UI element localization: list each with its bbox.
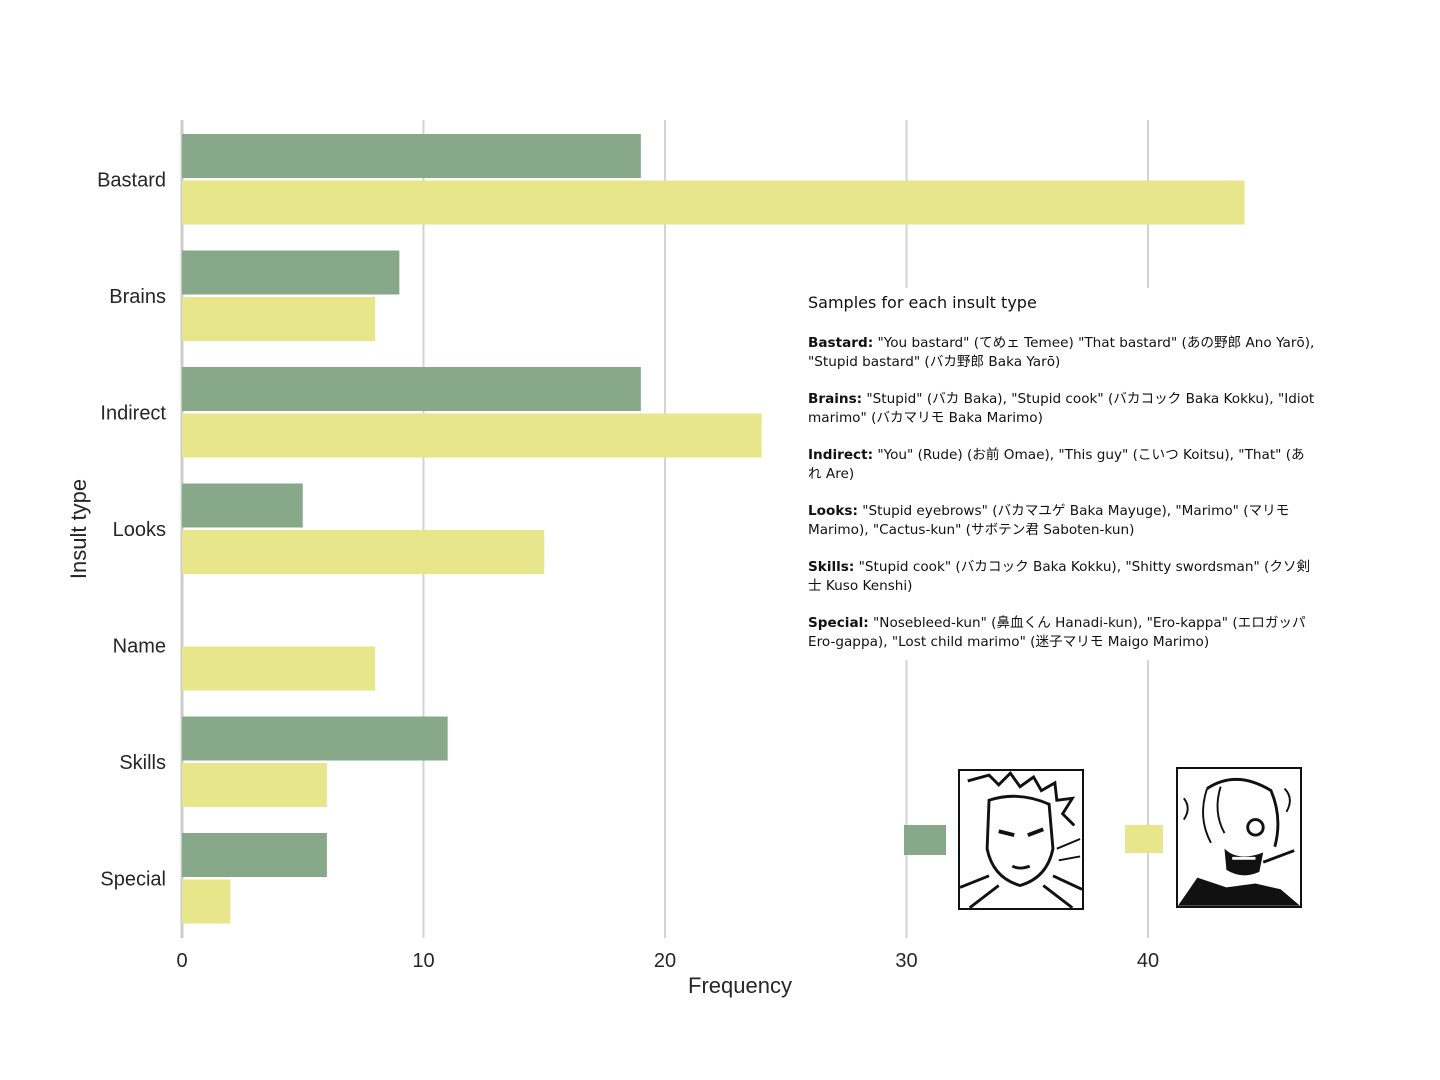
y-tick-labels: Bastard Brains Indirect Looks Name Skills Spec… — [97, 169, 166, 890]
bar-looks-sanji — [182, 530, 545, 574]
legend — [904, 825, 1163, 855]
bar-special-sanji — [182, 879, 231, 924]
bar-skills-sanji — [182, 763, 327, 807]
sample-key: Brains: — [808, 391, 863, 407]
y-tick-bastard: Bastard — [97, 169, 166, 191]
x-tick-labels: 0 10 20 30 40 — [176, 950, 1159, 972]
samples-annotation: Samples for each insult type Bastard: "Y… — [790, 288, 1326, 660]
y-tick-name: Name — [113, 635, 166, 657]
sample-text: "Nosebleed-kun" (鼻血くん Hanadi-kun), "Ero-… — [808, 615, 1306, 650]
bar-special-zoro — [182, 833, 327, 877]
sample-text: "Stupid" (バカ Baka), "Stupid cook" (バカコック… — [808, 391, 1315, 426]
sample-key: Skills: — [808, 559, 855, 575]
sample-text: "You bastard" (てめェ Temee) "That bastard"… — [808, 335, 1315, 370]
x-tick-20: 20 — [654, 950, 676, 972]
x-tick-10: 10 — [412, 950, 434, 972]
x-axis-label: Frequency — [688, 973, 792, 998]
bar-brains-sanji — [182, 297, 376, 341]
x-tick-40: 40 — [1137, 950, 1159, 972]
zoro-portrait-image — [958, 769, 1084, 910]
y-tick-brains: Brains — [109, 286, 166, 308]
x-tick-0: 0 — [176, 950, 187, 972]
sample-key: Looks: — [808, 503, 858, 519]
bar-skills-zoro — [182, 716, 448, 761]
bar-brains-zoro — [182, 250, 400, 295]
sample-entry-indirect: Indirect: "You" (Rude) (お前 Omae), "This … — [808, 446, 1316, 484]
samples-title: Samples for each insult type — [808, 293, 1037, 312]
y-tick-looks: Looks — [113, 519, 166, 541]
x-tick-30: 30 — [895, 950, 917, 972]
bar-indirect-zoro — [182, 367, 641, 411]
sample-key: Indirect: — [808, 447, 874, 463]
bar-looks-zoro — [182, 483, 303, 528]
y-tick-skills: Skills — [119, 752, 166, 774]
bar-name-sanji — [182, 646, 376, 691]
bars — [182, 134, 1245, 924]
sample-key: Bastard: — [808, 335, 874, 351]
sample-text: "Stupid cook" (バカコック Baka Kokku), "Shitt… — [808, 559, 1311, 594]
sample-key: Special: — [808, 615, 869, 631]
y-axis-label: Insult type — [66, 479, 91, 579]
sample-text: "You" (Rude) (お前 Omae), "This guy" (こいつ … — [808, 447, 1305, 482]
y-tick-special: Special — [100, 868, 166, 890]
sanji-portrait-image — [1176, 767, 1302, 908]
bar-bastard-zoro — [182, 134, 641, 178]
legend-swatch-zoro — [904, 825, 946, 855]
sample-entry-special: Special: "Nosebleed-kun" (鼻血くん Hanadi-ku… — [808, 614, 1316, 652]
bar-bastard-sanji — [182, 180, 1245, 225]
sample-entry-bastard: Bastard: "You bastard" (てめェ Temee) "That… — [808, 334, 1316, 372]
sample-text: "Stupid eyebrows" (バカマユゲ Baka Mayuge), "… — [808, 503, 1290, 538]
sample-entry-skills: Skills: "Stupid cook" (バカコック Baka Kokku)… — [808, 558, 1316, 596]
bar-indirect-sanji — [182, 413, 762, 458]
sample-entry-looks: Looks: "Stupid eyebrows" (バカマユゲ Baka May… — [808, 502, 1316, 540]
y-tick-indirect: Indirect — [100, 402, 166, 424]
legend-swatch-sanji — [1125, 825, 1163, 853]
sample-entry-brains: Brains: "Stupid" (バカ Baka), "Stupid cook… — [808, 390, 1316, 428]
